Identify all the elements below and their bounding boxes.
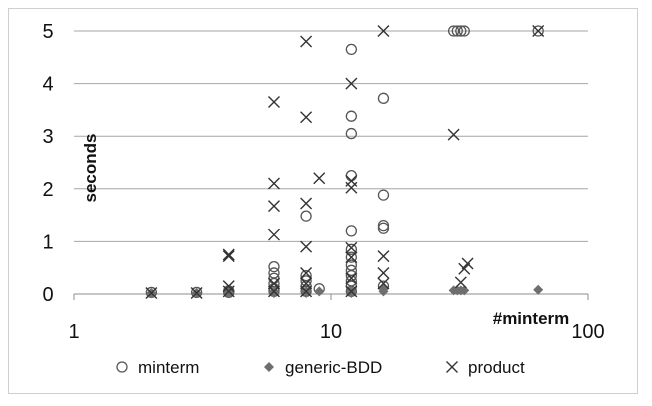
circle-marker: [116, 361, 128, 373]
x-marker: [461, 257, 474, 270]
x-marker: [345, 251, 358, 264]
x-marker: [313, 172, 326, 185]
circle-marker: [345, 243, 357, 255]
chart-frame: [8, 8, 638, 394]
circle-marker: [345, 259, 357, 271]
legend-item-generic-BDD: generic-BDD: [264, 358, 382, 377]
y-axis-label: seconds: [81, 134, 100, 203]
x-tick-labels: 1 10 100: [68, 321, 604, 343]
y-tick-label: 0: [42, 284, 53, 306]
circle-marker: [532, 25, 544, 37]
circle-marker: [300, 275, 312, 287]
diamond-marker: [314, 286, 325, 297]
x-marker: [300, 197, 313, 210]
x-tick-label: 1: [68, 321, 79, 343]
series-minterm: [145, 25, 544, 299]
x-marker: [222, 250, 235, 263]
circle-marker: [345, 169, 357, 182]
x-marker: [446, 361, 458, 373]
circle-marker: [268, 260, 280, 273]
x-tick-label: 10: [320, 321, 342, 343]
x-marker: [345, 77, 358, 90]
x-marker: [222, 285, 235, 298]
legend: minterm generic-BDD product: [116, 358, 525, 377]
x-marker: [377, 250, 390, 263]
x-marker: [267, 96, 280, 109]
gridlines: [73, 30, 589, 300]
y-tick-labels: 0 1 2 3 4 5: [42, 21, 53, 306]
circle-marker: [345, 127, 357, 140]
x-marker: [300, 35, 313, 48]
x-marker: [222, 280, 235, 293]
series-generic-BDD: [146, 283, 544, 298]
circle-marker: [345, 264, 357, 276]
x-marker: [300, 277, 313, 290]
diamond-marker: [459, 285, 470, 296]
x-marker: [190, 286, 203, 299]
circle-marker: [268, 267, 280, 279]
circle-marker: [300, 210, 312, 222]
x-marker: [267, 177, 280, 190]
y-tick-label: 1: [42, 231, 53, 253]
x-marker: [267, 200, 280, 213]
x-marker: [145, 286, 158, 299]
x-marker: [300, 266, 313, 279]
legend-item-product: product: [446, 358, 525, 377]
x-marker: [345, 285, 358, 298]
circle-marker: [300, 269, 312, 282]
y-tick-label: 4: [42, 74, 53, 96]
legend-label: generic-BDD: [285, 358, 382, 377]
x-tick-label: 100: [571, 321, 604, 343]
x-marker: [458, 262, 471, 275]
circle-marker: [345, 251, 357, 263]
circle-marker: [345, 43, 357, 56]
x-marker: [300, 111, 313, 124]
legend-label: minterm: [138, 358, 199, 377]
diamond-marker: [533, 284, 544, 295]
x-marker: [377, 25, 390, 37]
x-marker: [300, 240, 313, 253]
x-marker: [377, 277, 390, 290]
x-marker: [377, 266, 390, 279]
circle-marker: [377, 92, 390, 104]
y-tick-label: 5: [42, 21, 53, 43]
x-marker: [345, 272, 358, 285]
legend-item-minterm: minterm: [116, 358, 199, 377]
x-marker: [222, 248, 235, 261]
circle-marker: [458, 25, 470, 37]
x-marker: [454, 276, 467, 289]
circle-marker: [345, 110, 357, 122]
y-tick-label: 3: [42, 126, 53, 148]
x-marker: [532, 25, 545, 37]
circle-marker: [377, 189, 390, 201]
circle-marker: [451, 25, 463, 37]
x-axis-label: #minterm: [493, 309, 570, 328]
data-markers: [145, 25, 545, 299]
x-marker: [345, 174, 358, 187]
x-marker: [447, 128, 460, 141]
series-product: [145, 25, 545, 299]
x-marker: [267, 228, 280, 241]
legend-label: product: [468, 358, 525, 377]
circle-marker: [455, 25, 467, 37]
x-marker: [267, 277, 280, 290]
y-tick-label: 2: [42, 179, 53, 201]
circle-marker: [377, 219, 390, 232]
x-marker: [345, 241, 358, 254]
circle-marker: [345, 225, 357, 237]
diamond-marker: [264, 362, 274, 372]
